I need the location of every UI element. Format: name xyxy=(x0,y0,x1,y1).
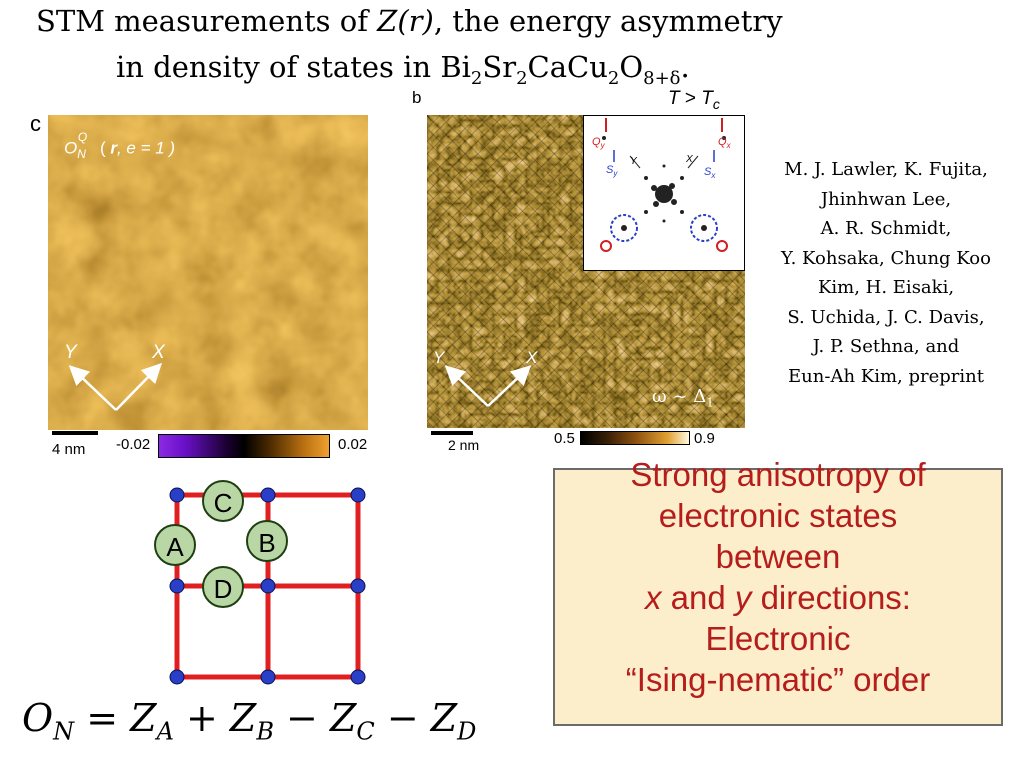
author-line: S. Uchida, J. C. Davis, xyxy=(787,306,985,328)
author-line: Jhinhwan Lee, xyxy=(820,188,952,210)
callout-line: Strong anisotropy of xyxy=(630,456,926,493)
callout-line: between xyxy=(715,538,841,575)
panel-b-temperature: T > Tc xyxy=(668,88,720,112)
author-line: M. J. Lawler, K. Fujita, xyxy=(784,159,988,180)
panel-b-colorbar-min: 0.5 xyxy=(554,430,575,447)
panel-c-colorbar xyxy=(158,434,330,458)
panel-b-scale-bar xyxy=(431,431,473,435)
panel-b-inset: Qy Qx Sy Sx Y X xyxy=(583,115,745,271)
callout-line: Electronic xyxy=(705,620,851,657)
title-period: . xyxy=(680,50,690,84)
panel-c-axis-x: X xyxy=(152,342,165,363)
panel-b-axis-x: X xyxy=(526,348,538,367)
inset-fft-pattern xyxy=(600,118,728,252)
panel-b-label: b xyxy=(412,88,422,107)
inset-qy-label: Qy xyxy=(592,136,605,151)
panel-c-axes-arrows xyxy=(68,362,162,411)
author-line: Y. Kohsaka, Chung Koo xyxy=(781,247,991,269)
lattice-site-b: B xyxy=(246,520,288,562)
title-text-suffix: , the energy asymmetry xyxy=(433,4,783,38)
callout-text: Strong anisotropy of electronic states b… xyxy=(548,454,1008,700)
lattice-site-d: D xyxy=(202,566,244,608)
panel-b-colorbar xyxy=(580,431,690,445)
panel-c-scale-bar-label: 4 nm xyxy=(52,441,86,458)
author-line: Eun-Ah Kim, preprint xyxy=(788,365,984,387)
panel-b-colorbar-max: 0.9 xyxy=(694,430,715,447)
author-list: M. J. Lawler, K. Fujita, Jhinhwan Lee, A… xyxy=(746,155,1024,391)
callout-line: “Ising-nematic” order xyxy=(625,661,931,698)
order-parameter-equation: ON = ZA + ZB − ZC − ZD xyxy=(22,696,477,746)
panel-c-colorbar-min: -0.02 xyxy=(116,436,151,453)
title-math-z: Z(r) xyxy=(377,4,434,38)
inset-sy-label: Sy xyxy=(606,164,618,179)
panel-c-label: c xyxy=(30,111,41,136)
author-line: Kim, H. Eisaki, xyxy=(817,277,955,298)
author-line: J. P. Sethna, and xyxy=(812,336,960,357)
panel-b-axes-arrows xyxy=(444,365,532,407)
inset-sx-label: Sx xyxy=(704,166,716,181)
panel-b-axis-y: Y xyxy=(433,348,445,367)
panel-c-map-label: ONQ ( r, e = 1 ) xyxy=(64,130,176,162)
callout-line: x and y directions: xyxy=(645,579,911,616)
panel-c-scale-bar xyxy=(52,431,98,435)
slide-title-line2: in density of states in Bi2Sr2CaCu2O8+δ. xyxy=(116,50,690,96)
panel-b-omega-label: ω ~ Δ1 xyxy=(652,386,714,410)
inset-x-label: X xyxy=(686,154,693,165)
title-text: STM measurements of xyxy=(36,4,378,38)
chemical-formula: Bi2Sr2CaCu2O8+δ xyxy=(440,50,681,89)
panel-c-colorbar-max: 0.02 xyxy=(338,436,368,453)
title-text-line2: in density of states in xyxy=(116,50,441,84)
callout-line: electronic states xyxy=(658,497,898,534)
callout-box xyxy=(553,468,1003,726)
author-line: A. R. Schmidt, xyxy=(820,218,952,239)
inset-y-label: Y xyxy=(630,156,637,167)
inset-qx-label: Qx xyxy=(718,136,731,151)
lattice-site-c: C xyxy=(202,480,244,522)
panel-b-scale-bar-label: 2 nm xyxy=(448,437,480,453)
lattice-site-a: A xyxy=(154,524,196,566)
lattice-diagram xyxy=(169,487,366,685)
slide-title-line1: STM measurements of Z(r), the energy asy… xyxy=(36,4,783,38)
panel-c-axis-y: Y xyxy=(64,342,77,363)
panel-c-map xyxy=(48,115,368,430)
